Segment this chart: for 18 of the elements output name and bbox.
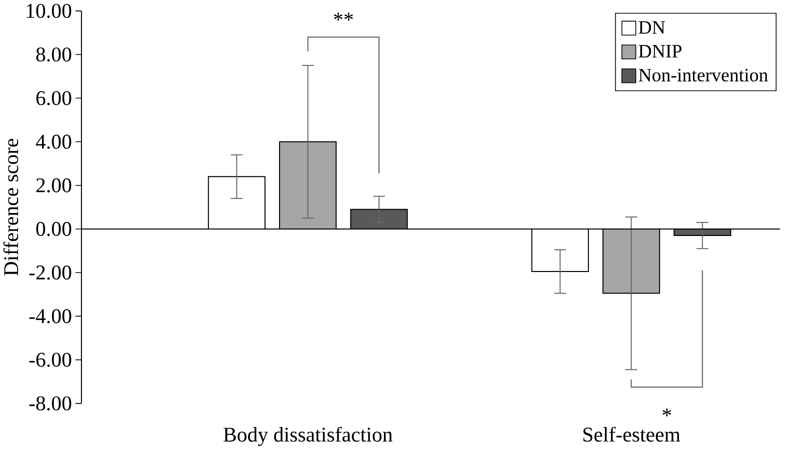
legend-label: DNIP: [638, 44, 682, 58]
x-tick-label: Body dissatisfaction: [224, 426, 392, 446]
legend-label: Non-intervention: [638, 68, 768, 82]
y-axis-title: Difference score: [3, 138, 18, 276]
y-tick-label: -6.00: [29, 352, 72, 367]
legend-label: DN: [638, 21, 665, 34]
y-tick-label: -2.00: [29, 265, 72, 280]
y-tick-label: 2.00: [36, 178, 72, 192]
x-tick-label: Self-esteem: [583, 426, 680, 442]
y-tick-label: 6.00: [36, 91, 72, 106]
y-tick-label: 4.00: [36, 134, 72, 149]
y-tick-label: 10.00: [26, 4, 72, 18]
annotation: **: [334, 12, 353, 20]
y-tick-label: -8.00: [29, 396, 72, 410]
y-tick-label: 0.00: [36, 222, 72, 236]
text: *: [662, 408, 672, 416]
y-tick-label: -4.00: [29, 309, 72, 324]
y-tick-label: 8.00: [36, 47, 72, 62]
